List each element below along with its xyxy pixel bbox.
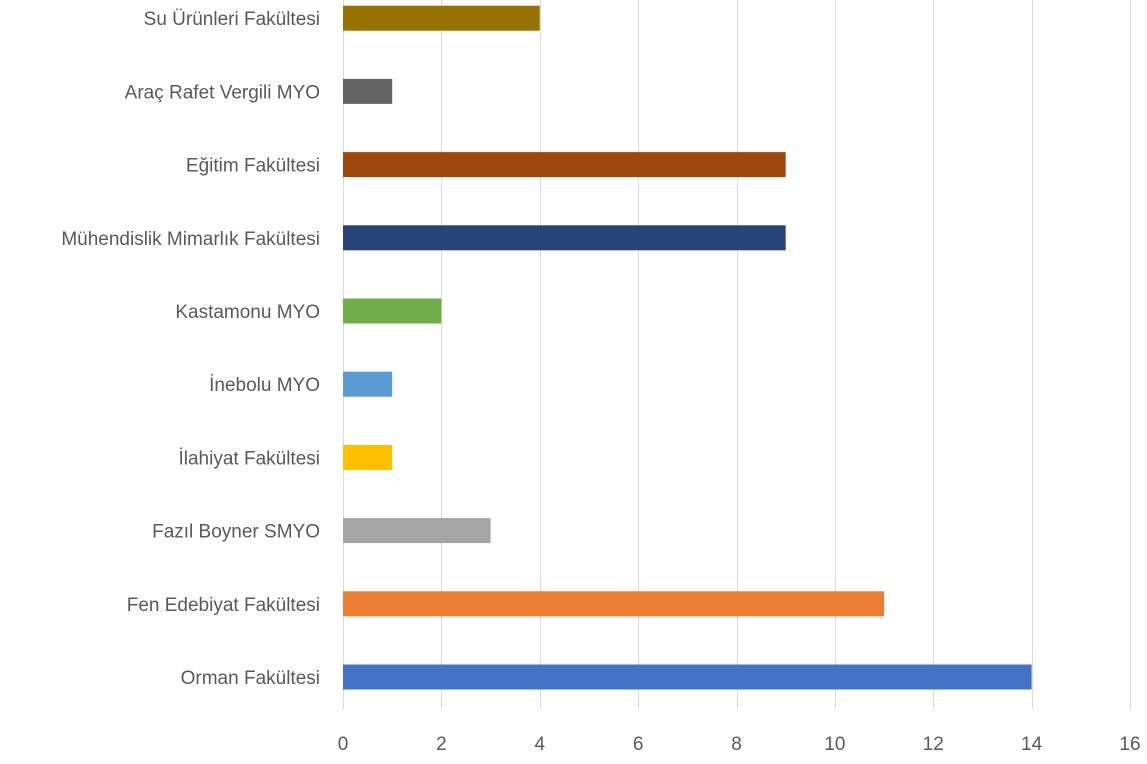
bar xyxy=(343,518,491,544)
x-tick-label: 10 xyxy=(824,734,845,755)
category-label: İnebolu MYO xyxy=(209,375,320,396)
bar xyxy=(343,298,442,324)
category-label: Kastamonu MYO xyxy=(175,302,320,323)
bar xyxy=(343,371,393,397)
category-label: Eğitim Fakültesi xyxy=(186,156,320,177)
x-tick-label: 6 xyxy=(633,734,644,755)
category-label: İlahiyat Fakültesi xyxy=(178,448,320,469)
x-tick-label: 12 xyxy=(923,734,944,755)
x-tick-label: 14 xyxy=(1021,734,1043,755)
x-axis-tick-labels: 0 2 4 6 8 10 12 14 16 xyxy=(338,734,1141,755)
x-tick-label: 4 xyxy=(534,734,545,755)
category-labels: Orman Fakültesi Fen Edebiyat Fakültesi Faz… xyxy=(61,9,320,689)
category-label: Orman Fakültesi xyxy=(181,668,320,689)
bar xyxy=(343,78,393,104)
category-label: Mühendislik Mimarlık Fakültesi xyxy=(61,229,320,250)
bar xyxy=(343,591,885,617)
bars xyxy=(343,5,1032,690)
x-tick-label: 8 xyxy=(731,734,742,755)
bar xyxy=(343,152,786,178)
category-label: Fen Edebiyat Fakültesi xyxy=(127,595,320,616)
x-tick-label: 2 xyxy=(436,734,447,755)
bar xyxy=(343,225,786,251)
gridlines xyxy=(343,0,1131,709)
bar xyxy=(343,664,1032,690)
category-label: Fazıl Boyner SMYO xyxy=(152,522,320,543)
x-tick-label: 16 xyxy=(1119,734,1140,755)
category-label: Su Ürünleri Fakültesi xyxy=(144,9,320,30)
x-tick-label: 0 xyxy=(338,734,349,755)
bar xyxy=(343,444,393,470)
bar xyxy=(343,5,540,31)
category-label: Araç Rafet Vergili MYO xyxy=(125,82,320,103)
